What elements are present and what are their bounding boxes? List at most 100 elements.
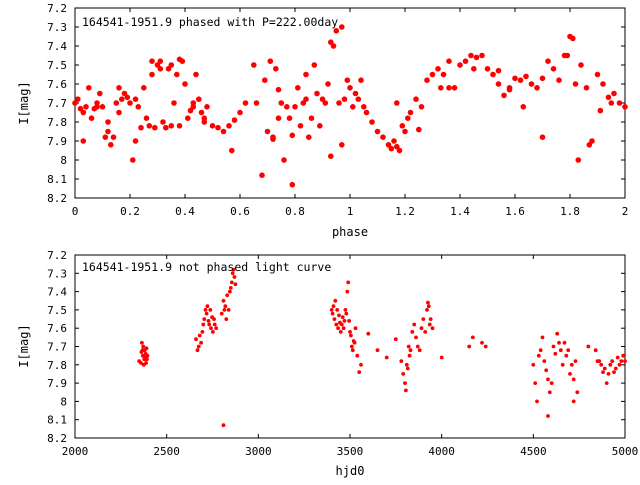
data-points [137,267,627,428]
data-point [388,145,395,152]
data-point [547,390,552,395]
y-tick-label: 8.1 [47,414,67,427]
data-point [605,94,612,101]
data-point [457,62,463,68]
data-point [306,134,312,140]
data-point [212,317,216,321]
data-point [262,77,268,83]
data-point [462,58,469,64]
data-point [446,85,452,91]
data-point [75,96,81,102]
data-point [556,77,562,83]
data-point [222,308,227,312]
x-tick-label: 0.6 [230,205,250,218]
data-point [407,353,412,358]
data-point [341,96,348,102]
data-point [350,104,356,110]
data-point [583,85,590,91]
data-point [194,337,198,342]
data-point [314,90,320,97]
data-point [168,62,175,68]
data-point [435,66,441,72]
data-point [540,335,545,340]
x-tick-label: 3500 [337,445,364,458]
data-point [233,282,238,287]
data-point [394,100,400,106]
data-point [557,340,561,345]
data-point [346,280,351,285]
data-point [621,353,626,358]
data-point [366,331,371,336]
data-point [446,58,452,64]
data-point [99,104,106,110]
data-point [480,340,484,345]
y-tick-label: 8 [60,154,67,167]
data-point [130,157,136,163]
data-point [358,77,364,83]
data-point [520,104,527,110]
data-point [221,298,226,303]
y-tick-label: 7.6 [47,78,67,91]
data-point [359,362,363,367]
data-point [575,390,580,395]
data-point [374,128,381,135]
data-point [623,359,627,363]
data-point [102,134,109,140]
data-point [242,100,249,106]
data-point [412,322,417,327]
data-point [546,377,550,382]
data-point [219,311,224,316]
data-point [226,308,231,312]
data-point [342,319,347,323]
data-point [80,138,87,144]
x-tick-label: 2000 [62,445,89,458]
data-point [135,104,142,110]
data-point [425,308,429,312]
data-point [402,128,408,135]
data-point [569,362,574,367]
data-point [417,348,422,353]
data-point [399,123,406,129]
data-point [204,104,210,110]
y-tick-label: 8.2 [47,432,67,445]
x-axis-label: phase [332,225,368,239]
y-tick-label: 7.8 [47,359,67,372]
data-point [345,289,350,294]
data-point [413,96,419,102]
data-point [105,128,111,135]
data-point [163,124,169,131]
data-point [231,267,236,272]
data-point [597,359,602,363]
data-point [470,335,475,340]
data-point [536,353,541,358]
data-point [308,115,315,121]
data-point [105,119,111,125]
data-point [336,326,340,331]
data-point [423,330,428,334]
data-point [610,359,615,363]
data-point [334,322,339,327]
y-tick-label: 7.8 [47,116,67,129]
data-point [144,346,149,351]
data-point [344,77,351,83]
y-tick-label: 7.4 [47,40,67,53]
data-point [426,304,431,309]
data-point [415,344,420,349]
data-point [171,100,177,106]
data-point [202,317,207,321]
data-point [555,331,560,336]
data-point [124,94,131,101]
data-point [259,172,265,178]
data-point [538,348,543,353]
data-point [132,138,139,144]
data-point [440,71,447,78]
data-point [176,123,183,129]
data-point [468,52,474,59]
data-point [424,77,430,83]
data-point [380,134,386,140]
data-point [196,96,202,102]
data-point [325,81,331,87]
y-tick-label: 7.3 [47,267,67,280]
data-point [108,142,114,148]
data-point [209,326,213,331]
